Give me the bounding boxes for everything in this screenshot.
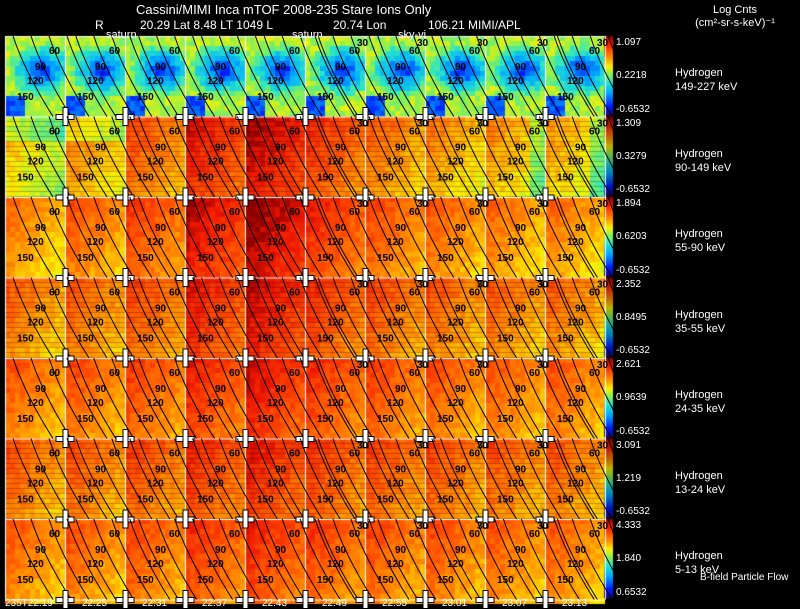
time-label: 23:07	[502, 598, 528, 609]
row-label: Hydrogen 5-13 keV	[675, 549, 723, 577]
lon-readout: 20.74 Lon	[333, 18, 387, 32]
row-energy: 90-149 keV	[675, 161, 732, 174]
row-label: Hydrogen 24-35 keV	[675, 388, 725, 416]
time-label: 235T22:19	[5, 598, 53, 609]
colorbar-mid-tick: 0.8495	[616, 311, 647, 323]
colorbar-mid-tick: 0.3279	[616, 150, 647, 162]
colorbar-max-tick: 4.333	[616, 520, 642, 531]
mimi-apl-readout: 106.21 MIMI/APL	[428, 18, 521, 32]
time-label: 22:31	[142, 598, 168, 609]
colorbar-min-tick: -0.6532	[616, 345, 650, 356]
row-species: Hydrogen	[675, 469, 723, 482]
colorbar-mid-tick: 1.840	[616, 553, 642, 565]
row-energy: 24-35 keV	[675, 403, 726, 415]
row-species: Hydrogen	[675, 67, 723, 79]
colorbar-min-tick: 0.6532	[616, 586, 647, 598]
row-label: Hydrogen 149-227 keV	[675, 66, 737, 94]
row-energy: 35-55 keV	[675, 322, 726, 335]
row-label: Hydrogen 13-24 keV	[675, 469, 725, 497]
time-label: 23:13	[562, 598, 588, 609]
colorbar-units: Log Cnts (cm²-sr-s-keV)⁻¹	[675, 4, 795, 30]
overlay-label-sky: sky-vi	[398, 29, 427, 41]
colorbar-mid-tick: 0.6203	[616, 231, 647, 243]
colorbar-mid-tick: 0.2218	[616, 70, 647, 82]
row-label: Hydrogen 90-149 keV	[675, 147, 731, 175]
r-label: R	[95, 18, 104, 32]
row-species: Hydrogen	[675, 550, 723, 562]
colorbar-min-tick: -0.6532	[616, 103, 650, 115]
colorbar-min-tick: -0.6532	[616, 506, 650, 517]
row-energy: 5-13 keV	[675, 564, 720, 576]
colorbar-max-tick: 2.621	[616, 359, 642, 370]
overlay-label-saturn-1: saturn	[106, 29, 137, 41]
colorbar-units-line2: (cm²-sr-s-keV)⁻¹	[695, 17, 775, 29]
colorbar-max-tick: 1.309	[616, 117, 642, 129]
time-label: 22:55	[382, 598, 408, 609]
time-label: 23:01	[442, 598, 468, 609]
colorbar-units-line1: Log Cnts	[712, 4, 758, 16]
row-energy: 149-227 keV	[675, 81, 738, 93]
overlay-label-saturn-2: saturn	[292, 29, 323, 41]
lat-lt-readout: 20.29 Lat 8.48 LT 1049 L	[140, 18, 274, 32]
colorbar-max-tick: 3.091	[616, 439, 642, 451]
time-label: 22:37	[202, 598, 228, 609]
colorbar-mid-tick: 1.219	[616, 472, 642, 484]
row-energy: 13-24 keV	[675, 483, 726, 496]
row-energy: 55-90 keV	[675, 242, 726, 254]
colorbar-min-tick: -0.6532	[616, 264, 650, 276]
time-label: 22:25	[82, 598, 108, 609]
colorbar-max-tick: 1.894	[616, 198, 642, 209]
colorbar-max-tick: 1.097	[616, 37, 642, 48]
colorbar-mid-tick: 0.9639	[616, 392, 647, 404]
plot-title: Cassini/MIMI Inca mTOF 2008-235 Stare Io…	[136, 2, 432, 17]
row-species: Hydrogen	[675, 389, 723, 401]
row-species: Hydrogen	[675, 147, 723, 160]
colorbar-min-tick: -0.6532	[616, 425, 650, 437]
colorbar-max-tick: 2.352	[616, 278, 642, 290]
time-label: 22:49	[322, 598, 348, 609]
colorbar-min-tick: -0.6532	[616, 184, 650, 195]
row-species: Hydrogen	[675, 228, 723, 240]
row-label: Hydrogen 55-90 keV	[675, 227, 725, 255]
footnote: B-field Particle Flow	[700, 572, 789, 583]
time-label: 22:43	[262, 598, 288, 609]
row-species: Hydrogen	[675, 308, 723, 321]
row-label: Hydrogen 35-55 keV	[675, 308, 725, 336]
